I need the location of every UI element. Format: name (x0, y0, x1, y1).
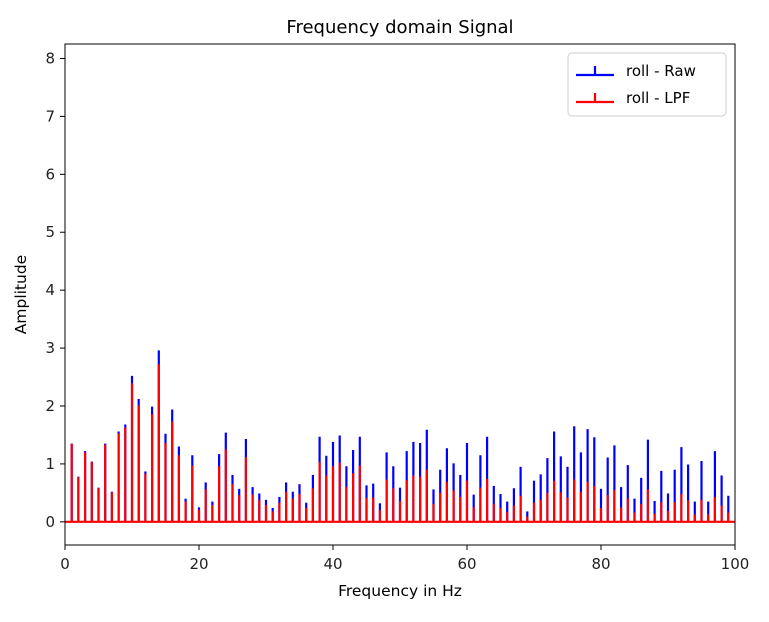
series-lpf (70, 364, 730, 522)
legend-label: roll - Raw (626, 62, 696, 80)
y-tick-label: 4 (45, 281, 55, 299)
y-axis-label: Amplitude (12, 255, 30, 334)
x-tick-label: 60 (457, 555, 476, 573)
y-tick-label: 0 (45, 513, 55, 531)
x-tick-label: 0 (60, 555, 70, 573)
plot-frame (64, 43, 736, 546)
y-tick-label: 8 (45, 49, 55, 67)
y-tick-label: 3 (45, 339, 55, 357)
legend-box (567, 52, 727, 117)
x-tick-label: 100 (721, 555, 750, 573)
legend-item: roll - LPF (576, 89, 690, 107)
chart-title: Frequency domain Signal (286, 17, 513, 38)
y-tick-label: 1 (45, 455, 55, 473)
x-tick-label: 20 (189, 555, 208, 573)
x-tick-label: 40 (323, 555, 342, 573)
y-tick-label: 2 (45, 397, 55, 415)
y-tick-label: 5 (45, 223, 55, 241)
legend: roll - Raw roll - LPF (567, 52, 727, 117)
legend-label: roll - LPF (626, 89, 690, 107)
x-axis-label: Frequency in Hz (338, 582, 462, 600)
legend-item: roll - Raw (576, 62, 696, 80)
y-tick-label: 6 (45, 165, 55, 183)
x-tick-label: 80 (591, 555, 610, 573)
y-tick-label: 7 (45, 107, 55, 125)
